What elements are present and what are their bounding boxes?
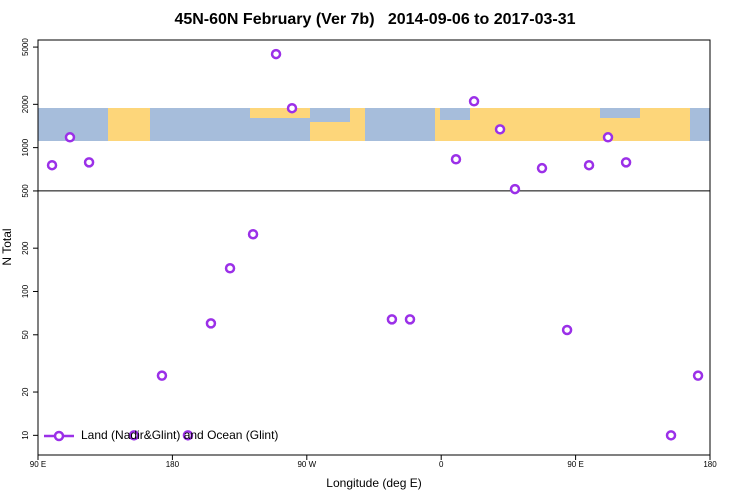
map-band — [38, 108, 710, 141]
map-ocean — [600, 108, 640, 118]
map-ocean — [150, 108, 250, 141]
point — [468, 96, 480, 107]
map-ocean — [440, 108, 470, 120]
point — [286, 102, 298, 114]
point — [46, 159, 58, 171]
point — [692, 370, 704, 381]
point — [224, 263, 236, 274]
y-tick-label: 2000 — [21, 95, 30, 113]
x-axis-label: Longitude (deg E) — [326, 476, 421, 490]
point — [128, 430, 140, 441]
map-ocean — [365, 108, 435, 141]
x-tick-label: 90 E — [567, 460, 583, 469]
point — [602, 132, 614, 143]
y-tick-label: 5000 — [21, 38, 30, 56]
point — [494, 124, 506, 135]
point — [270, 48, 282, 60]
point — [450, 154, 462, 165]
point — [561, 324, 573, 336]
y-axis-label: N Total — [0, 228, 14, 265]
point — [247, 228, 259, 240]
legend-marker — [53, 430, 65, 442]
point — [404, 314, 416, 325]
x-tick-label: 180 — [703, 460, 717, 469]
x-tick-label: 90 E — [30, 460, 46, 469]
point — [64, 132, 76, 143]
y-tick-label: 20 — [21, 387, 30, 396]
point — [386, 314, 398, 325]
point — [665, 430, 677, 441]
point — [620, 157, 632, 168]
map-ocean — [310, 108, 350, 122]
point — [536, 162, 548, 174]
point — [182, 430, 194, 441]
legend-label: Land (Nadir&Glint) and Ocean (Glint) — [81, 428, 278, 442]
point — [205, 318, 217, 329]
y-tick-label: 200 — [21, 241, 30, 255]
point — [583, 159, 595, 171]
y-tick-label: 10 — [21, 430, 30, 439]
x-tick-label: 0 — [439, 460, 444, 469]
y-tick-label: 50 — [21, 330, 30, 339]
y-tick-label: 100 — [21, 284, 30, 298]
point — [156, 370, 168, 381]
plot-frame — [37, 39, 711, 456]
y-tick-label: 500 — [21, 184, 30, 198]
map-ocean — [690, 108, 710, 141]
x-tick-label: 180 — [166, 460, 180, 469]
point — [83, 157, 95, 168]
map-ocean — [250, 118, 310, 141]
y-tick-label: 1000 — [21, 138, 30, 156]
point — [509, 183, 521, 195]
x-tick-label: 90 W — [297, 460, 316, 469]
chart-title: 45N-60N February (Ver 7b) 2014-09-06 to … — [174, 11, 575, 28]
